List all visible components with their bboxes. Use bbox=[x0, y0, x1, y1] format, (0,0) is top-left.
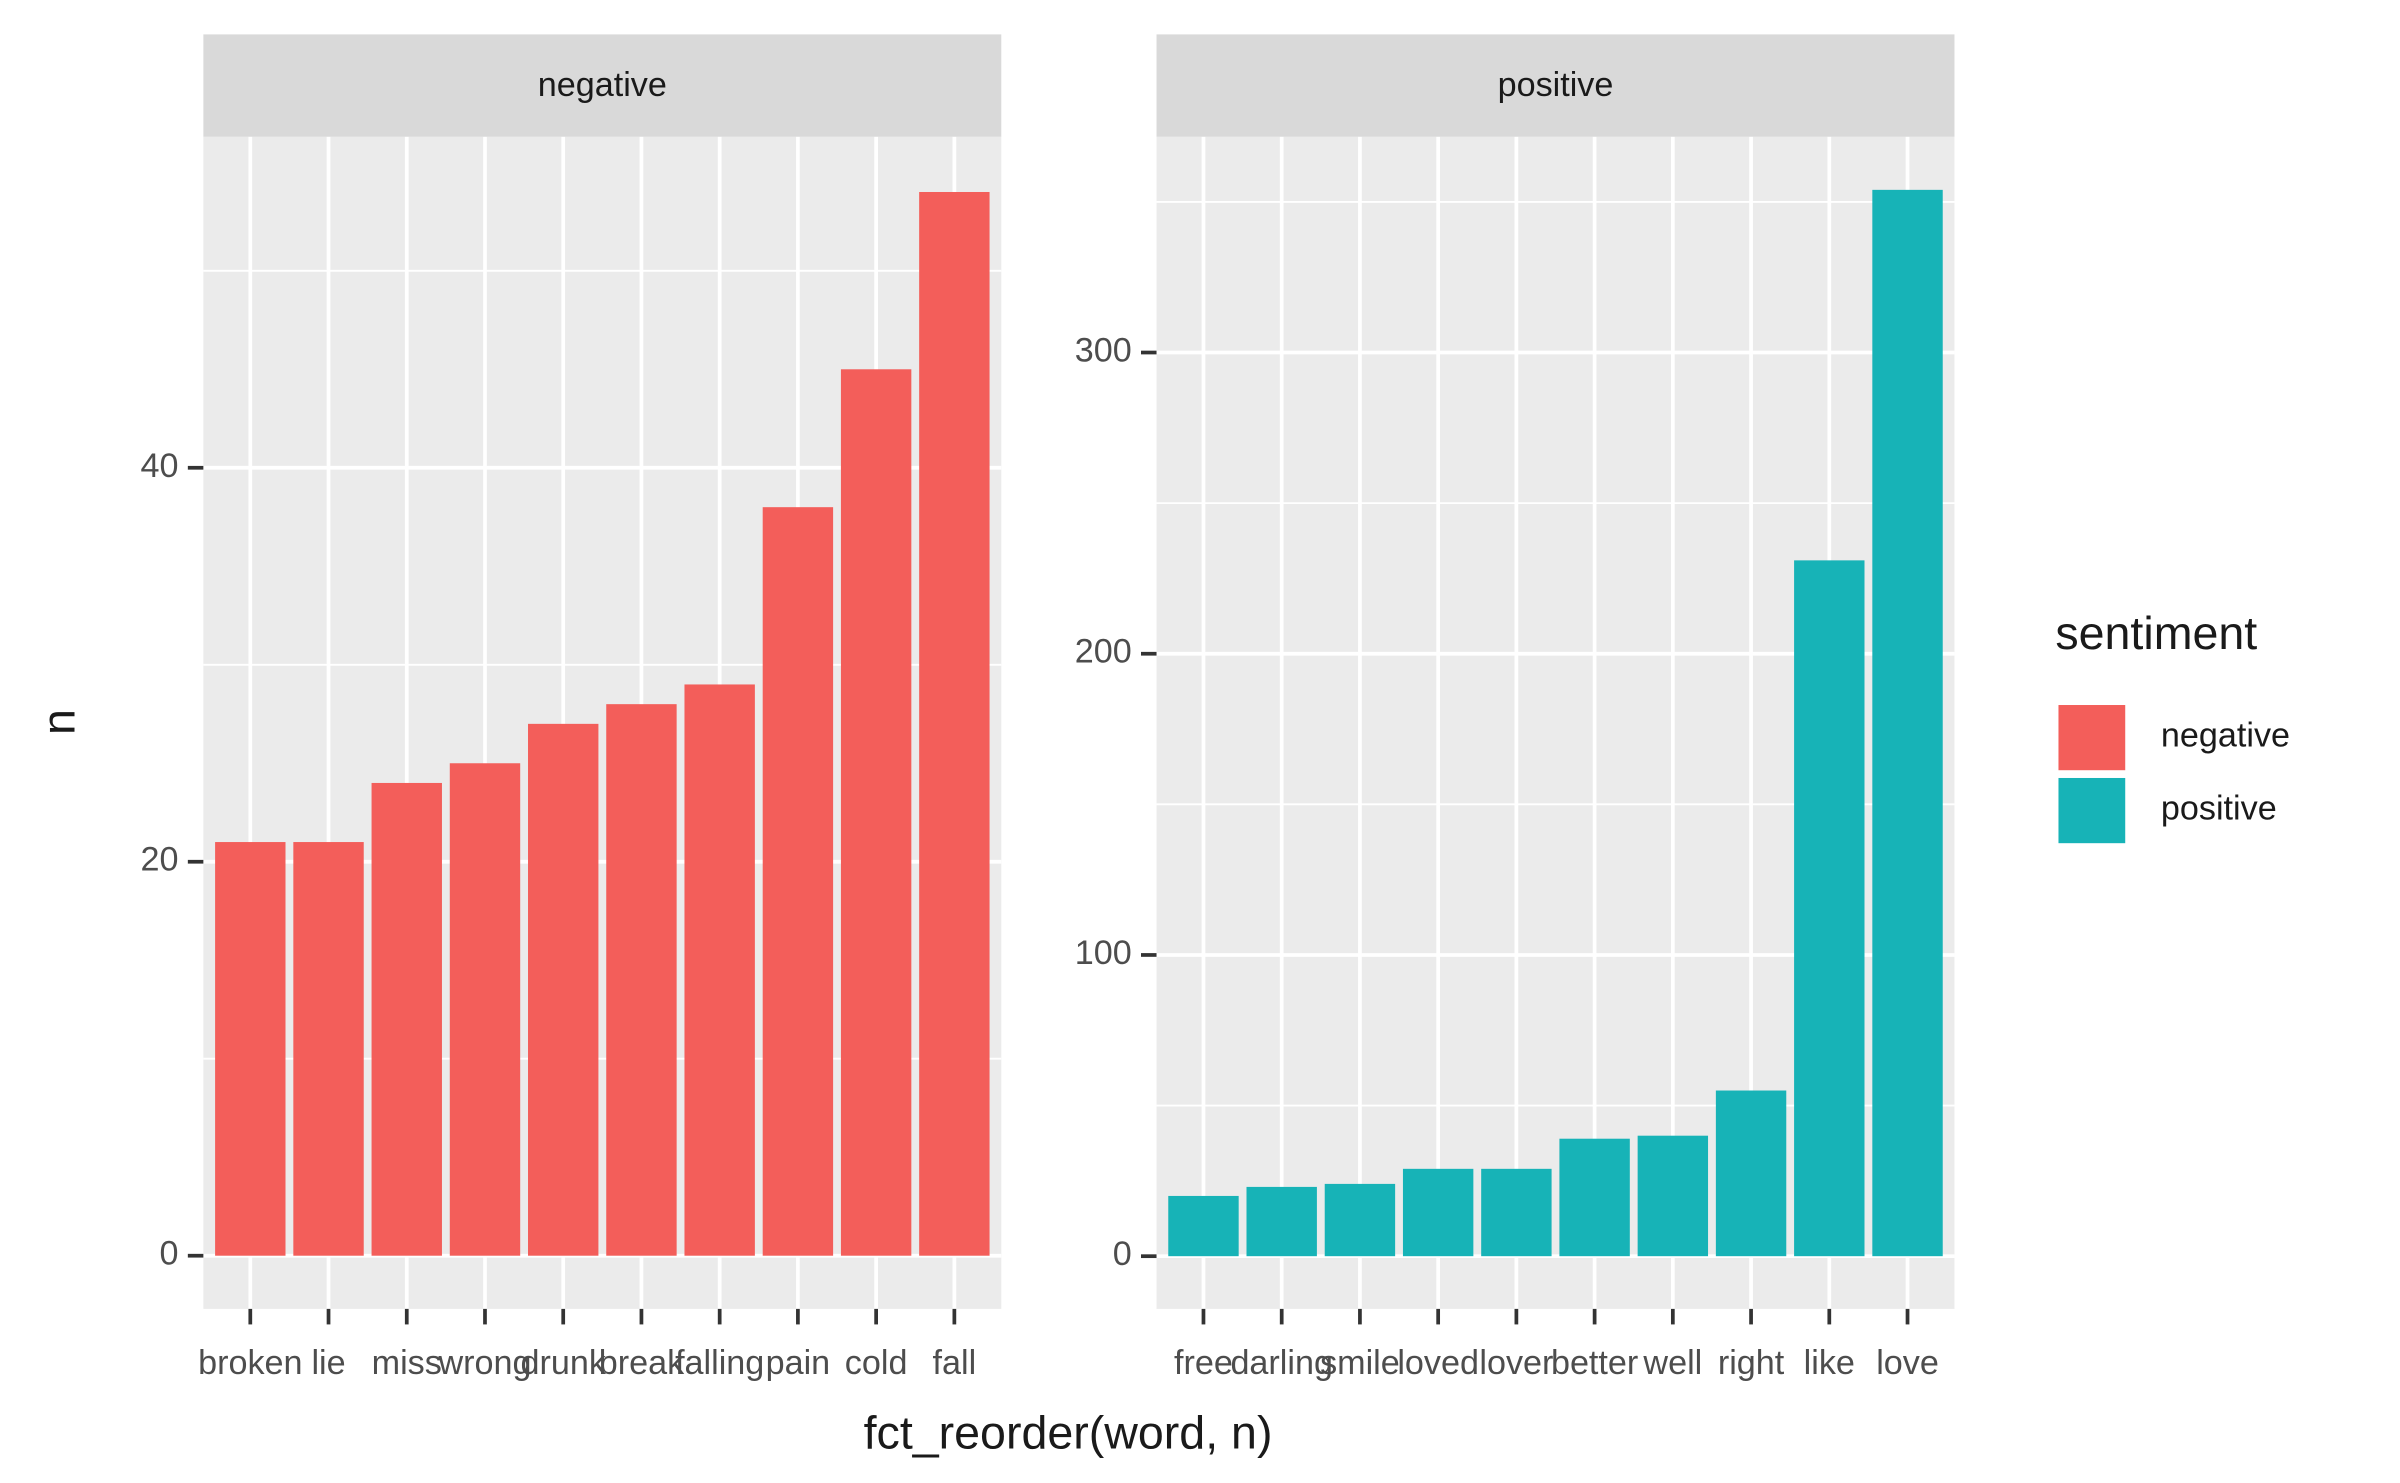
y-tick-label: 20 bbox=[141, 841, 179, 879]
x-tick-label: fall bbox=[933, 1344, 977, 1382]
x-tick-label: falling bbox=[675, 1344, 764, 1382]
bar bbox=[528, 723, 599, 1256]
x-tick-label: miss bbox=[372, 1344, 442, 1382]
y-tick-label: 0 bbox=[1113, 1235, 1132, 1273]
x-tick-label: love bbox=[1876, 1344, 1939, 1382]
bar bbox=[449, 763, 521, 1256]
bar bbox=[1246, 1186, 1317, 1257]
bar bbox=[1402, 1168, 1474, 1257]
legend-key bbox=[2058, 777, 2126, 844]
strip-text: positive bbox=[1498, 66, 1614, 104]
x-tick-label: lie bbox=[311, 1344, 345, 1382]
legend-key bbox=[2058, 705, 2126, 771]
bar bbox=[1481, 1168, 1552, 1257]
bar bbox=[1559, 1138, 1630, 1257]
bar bbox=[371, 782, 442, 1256]
x-tick-label: well bbox=[1642, 1344, 1702, 1382]
x-tick-label: pain bbox=[766, 1344, 831, 1382]
legend-label: negative bbox=[2161, 717, 2290, 755]
x-tick-label: wrong bbox=[437, 1344, 531, 1382]
bar bbox=[1715, 1090, 1787, 1257]
x-tick-label: like bbox=[1804, 1344, 1855, 1382]
y-axis-title: n bbox=[32, 709, 84, 735]
bar bbox=[1637, 1135, 1709, 1257]
legend-label: positive bbox=[2161, 790, 2277, 828]
strip bbox=[203, 34, 1002, 137]
x-tick-label: cold bbox=[845, 1344, 908, 1382]
y-tick-label: 100 bbox=[1075, 934, 1132, 972]
bar bbox=[919, 191, 990, 1256]
bar bbox=[1872, 189, 1943, 1257]
bar bbox=[1794, 560, 1865, 1257]
bar bbox=[293, 842, 364, 1256]
x-tick-label: loved bbox=[1397, 1344, 1479, 1382]
y-tick-label: 300 bbox=[1075, 332, 1132, 370]
bar bbox=[215, 842, 286, 1256]
x-tick-label: darling bbox=[1230, 1344, 1333, 1382]
bar bbox=[1324, 1183, 1396, 1257]
x-tick-label: broken bbox=[198, 1344, 302, 1382]
strip bbox=[1156, 34, 1955, 137]
legend-title: sentiment bbox=[2055, 607, 2257, 659]
x-tick-label: smile bbox=[1320, 1344, 1400, 1382]
y-tick-label: 40 bbox=[141, 447, 179, 485]
x-tick-label: better bbox=[1551, 1344, 1638, 1382]
x-tick-label: break bbox=[599, 1344, 685, 1382]
y-tick-label: 0 bbox=[160, 1235, 179, 1273]
x-tick-label: free bbox=[1174, 1344, 1233, 1382]
bar bbox=[762, 507, 834, 1256]
strip-text: negative bbox=[538, 66, 667, 104]
x-tick-label: drunk bbox=[521, 1344, 607, 1382]
bar bbox=[606, 704, 677, 1256]
x-axis-title: fct_reorder(word, n) bbox=[864, 1406, 1273, 1458]
y-tick-label: 200 bbox=[1075, 633, 1132, 671]
bar bbox=[840, 369, 912, 1256]
x-tick-label: right bbox=[1718, 1344, 1785, 1382]
x-tick-label: lover bbox=[1479, 1344, 1553, 1382]
bar bbox=[684, 684, 755, 1256]
bar bbox=[1168, 1195, 1239, 1257]
